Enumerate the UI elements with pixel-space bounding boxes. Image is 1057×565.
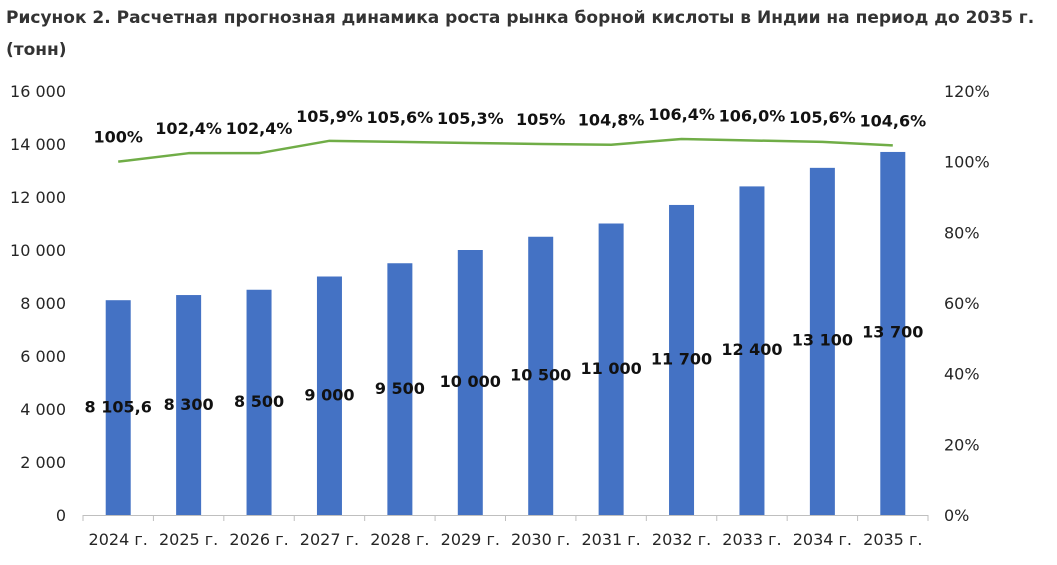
y-right-tick-label: 20% <box>944 435 980 454</box>
line-data-label: 105,6% <box>367 108 434 127</box>
x-tick-label: 2035 г. <box>863 530 922 549</box>
y-left-tick-label: 8 000 <box>20 294 66 313</box>
line-data-label: 106,4% <box>648 105 715 124</box>
y-left-tick-label: 16 000 <box>10 82 66 101</box>
bar-data-label: 11 000 <box>581 359 642 378</box>
axes: 0 2 000 4 000 6 000 8 000 10 000 12 000 14 000 1… <box>10 82 990 549</box>
x-tick-label: 2033 г. <box>722 530 781 549</box>
bar <box>809 167 835 515</box>
y-right-tick-label: 0% <box>944 506 969 525</box>
bar <box>528 236 554 515</box>
bar-data-label: 13 100 <box>792 331 853 350</box>
line-data-label: 105% <box>516 110 565 129</box>
line-data-label: 100% <box>93 128 142 147</box>
y-right-tick-label: 80% <box>944 223 980 242</box>
bar <box>880 151 906 515</box>
bar-data-label: 13 700 <box>862 323 923 342</box>
y-right-tick-label: 60% <box>944 294 980 313</box>
bar-data-label: 9 000 <box>304 386 354 405</box>
x-tick-label: 2025 г. <box>159 530 218 549</box>
y-right-tick-label: 120% <box>944 82 990 101</box>
line-data-label: 105,6% <box>789 108 856 127</box>
line-data-label: 105,9% <box>296 107 363 126</box>
bar <box>669 204 695 515</box>
y-left-tick-label: 6 000 <box>20 347 66 366</box>
bar-data-label: 12 400 <box>721 340 782 359</box>
bar <box>598 223 624 515</box>
chart-title: Рисунок 2. Расчетная прогнозная динамика… <box>6 8 1035 60</box>
bar-data-label: 8 300 <box>164 395 214 414</box>
y-right-tick-label: 40% <box>944 365 980 384</box>
y-left-tick-label: 10 000 <box>10 241 66 260</box>
bar-labels: 8 105,6 8 300 8 500 9 000 9 500 10 000 10 500 1… <box>85 323 924 417</box>
x-tick-label: 2029 г. <box>441 530 500 549</box>
x-tick-label: 2028 г. <box>370 530 429 549</box>
bar <box>246 289 272 515</box>
x-tick-label: 2031 г. <box>581 530 640 549</box>
bar <box>176 295 202 515</box>
bar <box>739 186 765 515</box>
bars <box>105 151 906 515</box>
x-tick-label: 2032 г. <box>652 530 711 549</box>
x-tick-label: 2026 г. <box>229 530 288 549</box>
bar-data-label: 10 000 <box>440 372 501 391</box>
y-left-tick-label: 4 000 <box>20 400 66 419</box>
y-right-tick-label: 100% <box>944 153 990 172</box>
bar <box>457 250 483 515</box>
line-data-label: 102,4% <box>155 119 222 138</box>
y-left-tick-label: 14 000 <box>10 135 66 154</box>
line-path <box>118 137 893 163</box>
x-tick-label: 2030 г. <box>511 530 570 549</box>
x-tick-label: 2034 г. <box>793 530 852 549</box>
line-data-label: 106,0% <box>719 106 786 125</box>
line-labels: 100% 102,4% 102,4%105,9% 105,6% 105,3% 105% 10… <box>93 105 926 147</box>
line-data-label: 102,4% <box>226 119 293 138</box>
line-data-label: 104,8% <box>578 111 645 130</box>
x-tick-label: 2024 г. <box>89 530 148 549</box>
y-left-tick-label: 0 <box>56 506 66 525</box>
bar <box>316 276 342 515</box>
x-tick-label: 2027 г. <box>300 530 359 549</box>
bar-data-label: 8 500 <box>234 392 284 411</box>
bar-data-label: 10 500 <box>510 365 571 384</box>
bar-data-label: 9 500 <box>375 379 425 398</box>
bar-data-label: 11 700 <box>651 349 712 368</box>
y-left-tick-label: 2 000 <box>20 453 66 472</box>
bar <box>387 263 413 515</box>
line-series <box>118 137 893 163</box>
line-data-label: 105,3% <box>437 109 504 128</box>
bar <box>105 300 131 515</box>
line-data-label: 104,6% <box>859 111 926 130</box>
y-left-tick-label: 12 000 <box>10 188 66 207</box>
bar-data-label: 8 105,6 <box>85 398 152 417</box>
